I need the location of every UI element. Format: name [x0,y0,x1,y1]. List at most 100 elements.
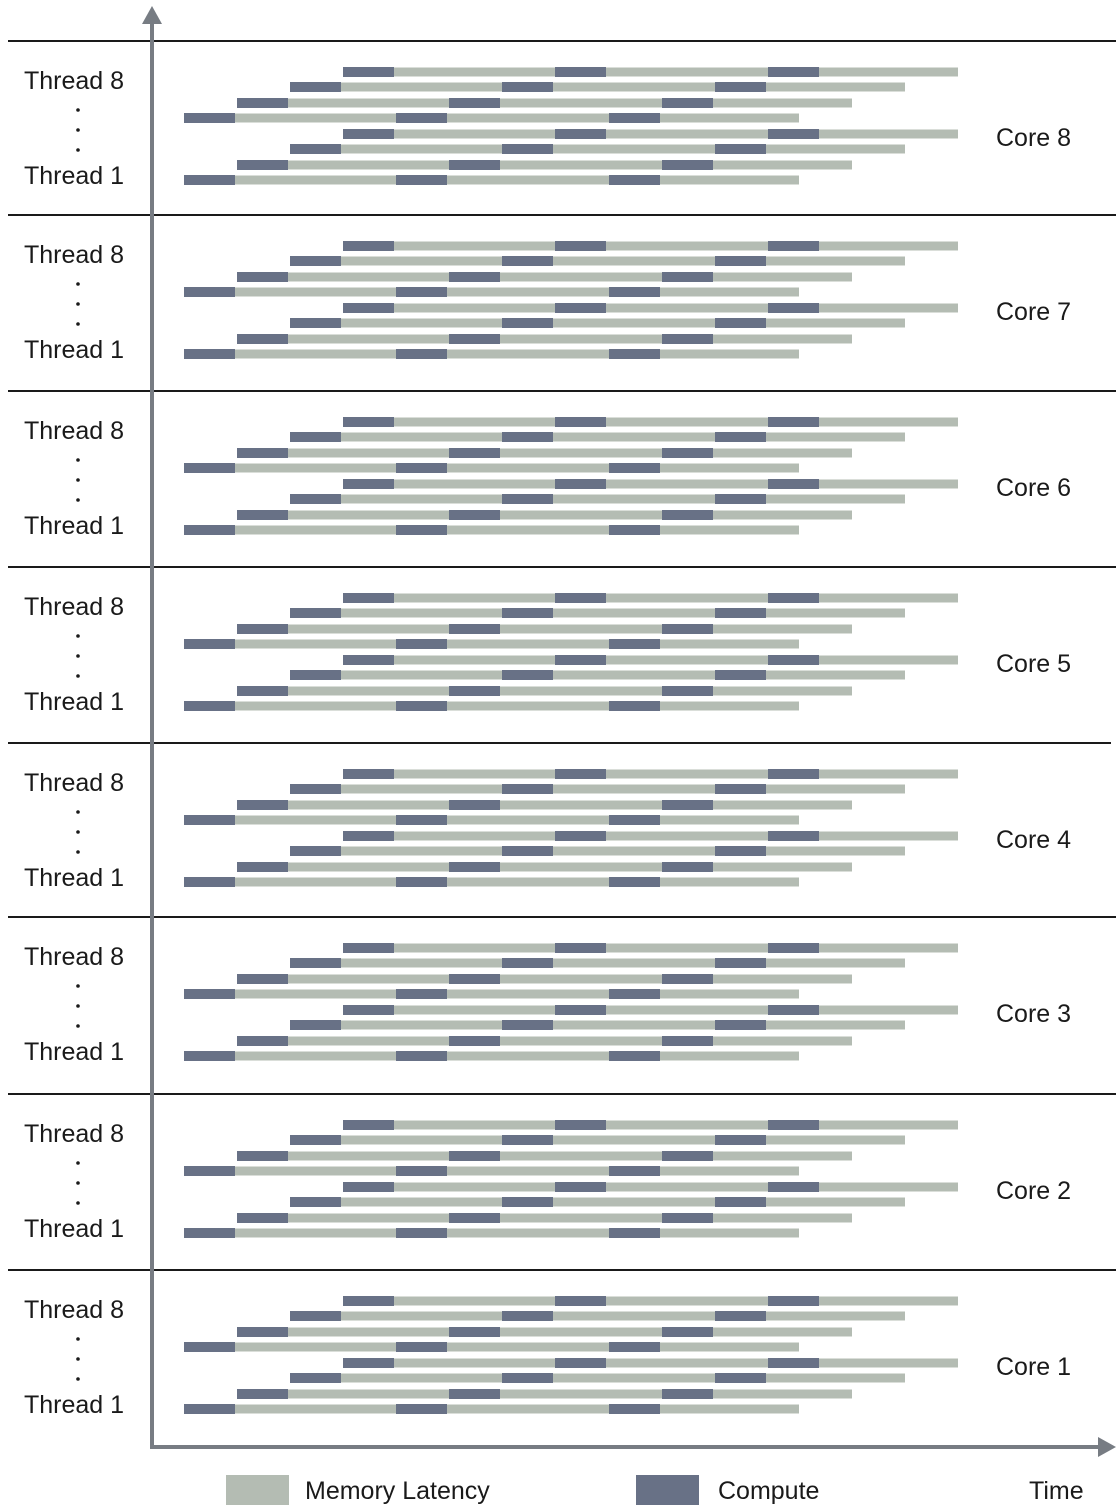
thread-row [184,1166,799,1176]
compute-bar [715,1135,766,1145]
compute-bar [609,1166,660,1176]
thread-row [343,479,958,489]
core-band: Thread 8 Thread 1 Core 4 [24,769,1071,892]
thread-bottom-label: Thread 1 [24,1391,124,1419]
thread-row [184,1342,799,1352]
thread-row [290,608,905,618]
compute-bar [555,943,606,953]
thread-row [290,432,905,442]
memory-latency-bar [290,494,905,504]
compute-bar [502,494,553,504]
core-label: Core 1 [996,1353,1071,1381]
compute-bar [237,1151,288,1161]
compute-bar [343,1296,394,1306]
compute-bar [768,417,819,427]
compute-bar [290,82,341,92]
compute-bar [396,815,447,825]
memory-latency-bar [184,877,799,887]
compute-bar [290,1197,341,1207]
compute-bar [290,1135,341,1145]
memory-latency-bar [184,815,799,825]
compute-bar [184,1166,235,1176]
thread-top-label: Thread 8 [24,1120,124,1148]
core-band: Thread 8 Thread 1 Core 2 [24,1120,1071,1243]
memory-latency-bar [343,593,958,603]
memory-latency-bar [237,510,852,520]
compute-bar [609,639,660,649]
compute-bar [555,769,606,779]
memory-latency-bar [290,318,905,328]
ellipsis-dot [76,322,80,326]
compute-bar [237,510,288,520]
compute-bar [555,1182,606,1192]
compute-bar [396,113,447,123]
compute-bar [343,1358,394,1368]
compute-bar [237,974,288,984]
compute-bar [502,318,553,328]
core-label: Core 8 [996,124,1071,152]
memory-latency-bar [237,862,852,872]
compute-bar [502,256,553,266]
compute-bar [343,1005,394,1015]
legend-memory-label: Memory Latency [305,1477,490,1505]
compute-bar [609,1051,660,1061]
ellipsis-dot [76,148,80,152]
thread-row [237,1389,852,1399]
compute-bar [715,1311,766,1321]
compute-bar [715,846,766,856]
thread-row [184,989,799,999]
memory-latency-bar [290,1311,905,1321]
thread-row [237,974,852,984]
thread-row [237,800,852,810]
compute-bar [502,1020,553,1030]
compute-bar [290,144,341,154]
compute-bar [555,417,606,427]
thread-row [237,862,852,872]
ellipsis-dot [76,1357,80,1361]
thread-row [290,1135,905,1145]
compute-bar [290,958,341,968]
compute-bar [449,686,500,696]
compute-bar [343,769,394,779]
thread-row [184,525,799,535]
compute-bar [768,1005,819,1015]
compute-bar [449,160,500,170]
compute-bar [502,1135,553,1145]
core-label: Core 2 [996,1177,1071,1205]
compute-bar [768,1358,819,1368]
compute-bar [237,1389,288,1399]
thread-row [237,334,852,344]
compute-bar [237,448,288,458]
compute-bar [662,334,713,344]
thread-row [237,1036,852,1046]
ellipsis-dot [76,1024,80,1028]
compute-bar [502,608,553,618]
memory-latency-bar [184,463,799,473]
compute-bar [449,862,500,872]
legend: Memory Latency Compute Time [226,1475,1084,1505]
memory-latency-bar [343,1358,958,1368]
compute-bar [396,989,447,999]
memory-latency-bar [184,175,799,185]
compute-bar [715,494,766,504]
compute-bar [715,1373,766,1383]
thread-row [343,1358,958,1368]
memory-latency-bar [290,1135,905,1145]
compute-bar [662,160,713,170]
compute-bar [184,175,235,185]
thread-row [343,1120,958,1130]
memory-latency-bar [237,98,852,108]
compute-bar [184,463,235,473]
compute-bar [555,1296,606,1306]
memory-latency-bar [237,448,852,458]
core-band: Thread 8 Thread 1 Core 5 [24,593,1071,716]
compute-bar [609,815,660,825]
compute-bar [768,943,819,953]
memory-latency-bar [237,1151,852,1161]
ellipsis-dot [76,458,80,462]
thread-row [290,318,905,328]
compute-bar [449,448,500,458]
ellipsis-dot [76,674,80,678]
memory-latency-bar [290,670,905,680]
thread-row [343,1005,958,1015]
